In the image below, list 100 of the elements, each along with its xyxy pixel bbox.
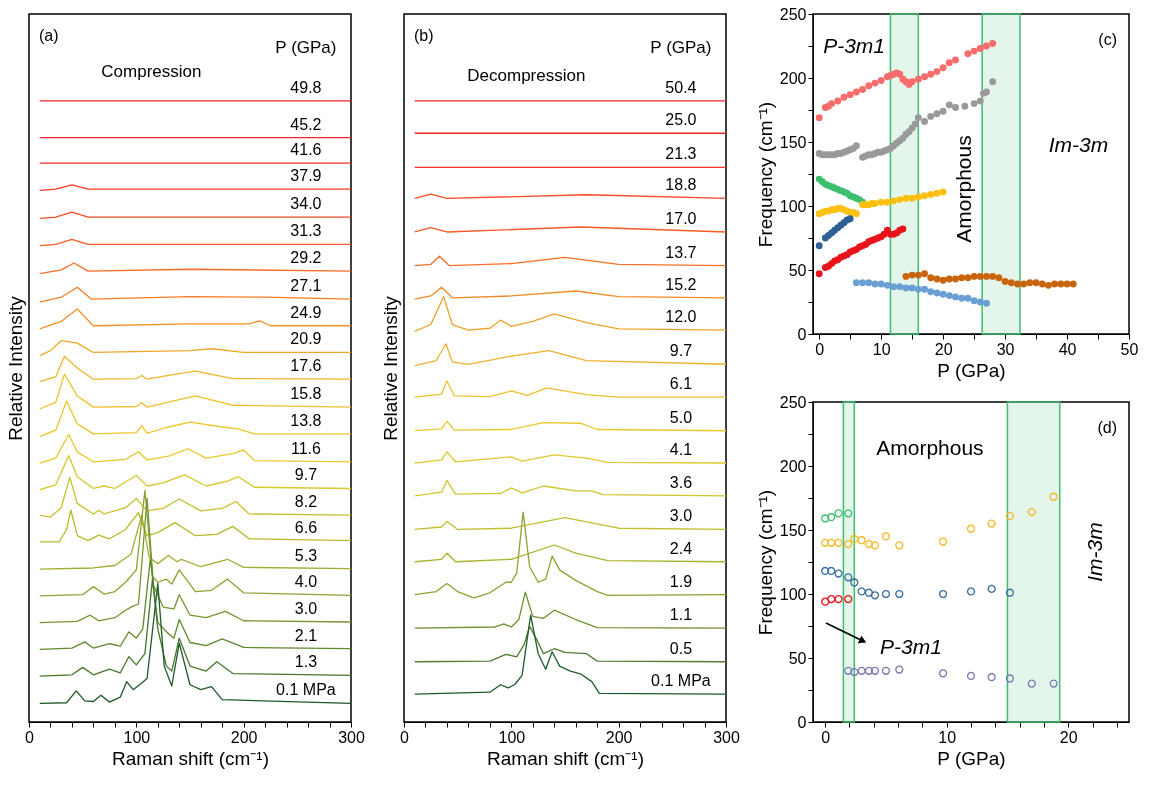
series-label: 9.7 bbox=[294, 466, 318, 484]
x-axis-title: Raman shift (cm⁻¹) bbox=[112, 747, 269, 769]
series-label: 13.7 bbox=[665, 243, 697, 261]
point bbox=[844, 666, 853, 675]
y-tick-label: 150 bbox=[779, 133, 807, 151]
point bbox=[989, 272, 997, 280]
series-label: 0.1 MPa bbox=[276, 681, 336, 699]
annotation: P-3m1 bbox=[823, 34, 886, 57]
point bbox=[952, 56, 959, 64]
point bbox=[1057, 280, 1065, 288]
point bbox=[881, 589, 891, 599]
point bbox=[945, 59, 953, 67]
point bbox=[908, 194, 916, 202]
point bbox=[938, 589, 948, 599]
point bbox=[840, 93, 848, 101]
chart-title: (a) bbox=[39, 27, 59, 44]
series-label: 25.0 bbox=[665, 111, 697, 129]
point bbox=[921, 118, 928, 125]
series-label: 12.0 bbox=[665, 308, 697, 326]
x-tick-label: 40 bbox=[1058, 340, 1077, 358]
series-label: 3.6 bbox=[669, 473, 693, 491]
series-label: 24.9 bbox=[290, 303, 322, 321]
point bbox=[976, 272, 984, 280]
point bbox=[966, 671, 976, 681]
x-tick-label: 200 bbox=[230, 728, 258, 746]
series-label: 15.2 bbox=[665, 275, 697, 293]
x-tick-label: 20 bbox=[1059, 728, 1078, 746]
point bbox=[828, 100, 836, 108]
point bbox=[927, 112, 935, 120]
point bbox=[976, 97, 984, 105]
series-label: 0.5 bbox=[669, 639, 693, 657]
x-tick-label: 10 bbox=[938, 728, 957, 746]
y-axis-title: Relative Intensity bbox=[4, 295, 26, 441]
point bbox=[896, 283, 904, 291]
x-tick-label: 30 bbox=[996, 340, 1015, 358]
point bbox=[939, 188, 947, 196]
point bbox=[914, 271, 922, 279]
point bbox=[1005, 588, 1015, 597]
point bbox=[970, 272, 978, 280]
point bbox=[821, 514, 830, 523]
series-label: 50.4 bbox=[665, 78, 697, 96]
x-axis-title: P (GPa) bbox=[937, 359, 1006, 381]
series-label: 29.2 bbox=[290, 249, 322, 267]
point bbox=[911, 120, 919, 128]
point bbox=[902, 272, 910, 280]
y-tick-label: 50 bbox=[788, 261, 807, 279]
point bbox=[834, 595, 843, 604]
point bbox=[945, 292, 953, 300]
point bbox=[983, 272, 990, 280]
series-label: 4.1 bbox=[669, 441, 693, 459]
series-label: 1.3 bbox=[294, 653, 318, 671]
legend-title: P (GPa) bbox=[650, 38, 712, 57]
point bbox=[896, 196, 904, 204]
x-tick-label: 0 bbox=[25, 728, 35, 746]
y-tick-label: 100 bbox=[779, 197, 807, 215]
point bbox=[927, 288, 935, 296]
point bbox=[864, 539, 874, 549]
point bbox=[877, 280, 885, 288]
point bbox=[989, 39, 997, 47]
point bbox=[859, 279, 867, 287]
x-tick-label: 200 bbox=[605, 728, 633, 746]
series-label: 11.6 bbox=[290, 439, 321, 457]
series-label: 17.0 bbox=[665, 209, 697, 227]
point bbox=[827, 595, 836, 604]
series-label: 3.0 bbox=[669, 507, 693, 525]
point bbox=[983, 42, 990, 50]
point bbox=[921, 192, 928, 200]
point bbox=[983, 88, 990, 96]
y-tick-label: 200 bbox=[779, 69, 807, 87]
point bbox=[908, 284, 916, 292]
point bbox=[870, 591, 880, 600]
x-tick-label: 10 bbox=[872, 340, 891, 358]
point bbox=[895, 541, 904, 550]
point bbox=[1049, 492, 1058, 501]
series-label: 49.8 bbox=[290, 78, 322, 96]
x-tick-label: 300 bbox=[713, 728, 740, 746]
series-label: 41.6 bbox=[290, 141, 322, 159]
point bbox=[952, 103, 959, 111]
point bbox=[895, 589, 904, 599]
point bbox=[852, 279, 860, 287]
y-tick-label: 0 bbox=[797, 325, 807, 343]
series-label: 2.1 bbox=[294, 626, 318, 644]
series-label: 9.7 bbox=[669, 342, 693, 360]
point bbox=[870, 666, 880, 675]
point bbox=[1027, 679, 1036, 688]
point bbox=[1069, 280, 1077, 288]
point bbox=[970, 100, 978, 108]
point bbox=[1049, 679, 1058, 688]
point bbox=[857, 666, 866, 675]
point bbox=[933, 68, 941, 76]
point bbox=[815, 114, 823, 122]
point bbox=[870, 541, 880, 550]
point bbox=[966, 524, 976, 533]
text: (d) bbox=[1097, 419, 1117, 436]
point bbox=[844, 509, 853, 518]
text: Compression bbox=[101, 62, 202, 81]
x-axis-title: Raman shift (cm⁻¹) bbox=[487, 747, 644, 769]
point bbox=[939, 64, 947, 72]
x-tick-label: 100 bbox=[498, 728, 526, 746]
series-label: 37.9 bbox=[290, 167, 322, 185]
